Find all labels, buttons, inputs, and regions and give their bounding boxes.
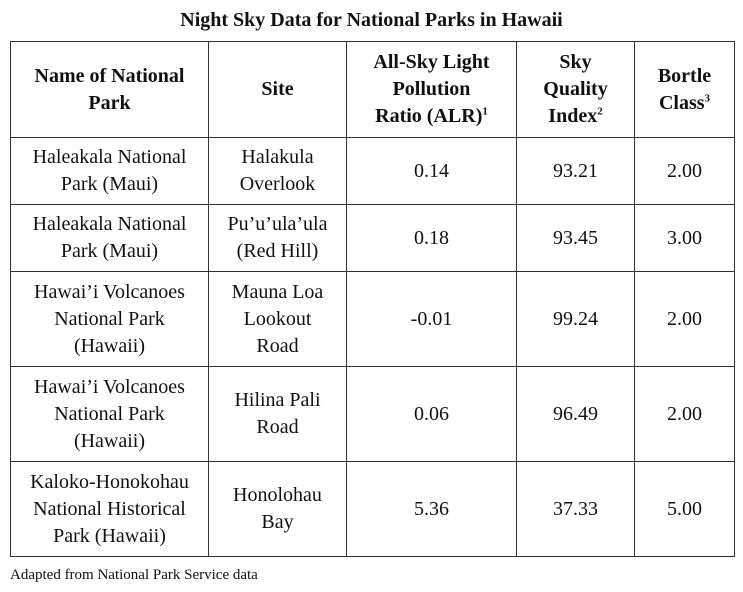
header-site: Site bbox=[208, 41, 347, 138]
site-line: Hilina Pali bbox=[234, 389, 321, 411]
park-cell: Hawai’i Volcanoes National Park (Hawaii) bbox=[10, 366, 209, 462]
night-sky-table: Name of National Park Site All-Sky Light… bbox=[10, 41, 735, 557]
alr-cell: 5.36 bbox=[346, 461, 517, 557]
footnote-marker: 3 bbox=[704, 91, 711, 104]
header-alr: All-Sky Light Pollution Ratio (ALR)1 bbox=[346, 41, 517, 138]
alr-cell: 0.06 bbox=[346, 366, 517, 462]
site-line: Road bbox=[256, 416, 299, 438]
header-bortle-line: Bortle bbox=[657, 64, 712, 87]
table-title: Night Sky Data for National Parks in Haw… bbox=[180, 9, 563, 31]
table-row: Kaloko-Honokohau National Historical Par… bbox=[10, 461, 735, 557]
alr-cell: 0.18 bbox=[346, 204, 517, 272]
park-line: Park (Maui) bbox=[60, 240, 159, 262]
table-row: Hawai’i Volcanoes National Park (Hawaii)… bbox=[10, 366, 735, 462]
header-bortle-text: Class bbox=[658, 91, 705, 114]
park-cell: Haleakala National Park (Maui) bbox=[10, 204, 209, 272]
header-bortle-line: Class3 bbox=[639, 90, 730, 117]
site-line: Road bbox=[256, 334, 299, 357]
park-cell: Haleakala National Park (Maui) bbox=[10, 137, 209, 205]
table-row: Haleakala National Park (Maui) Halakula … bbox=[10, 137, 735, 205]
sqi-cell: 37.33 bbox=[516, 461, 635, 557]
bortle-cell: 2.00 bbox=[634, 366, 735, 462]
footnote-marker: 1 bbox=[482, 105, 488, 118]
park-line: Hawai’i Volcanoes bbox=[34, 280, 185, 303]
park-line: National Historical bbox=[33, 497, 186, 520]
bortle-cell: 2.00 bbox=[634, 137, 735, 205]
site-line: Honolohau bbox=[233, 484, 322, 506]
header-sqi-text: Index bbox=[548, 105, 598, 127]
site-line: Halakula bbox=[241, 146, 314, 168]
header-sqi: Sky Quality Index2 bbox=[516, 41, 635, 138]
park-line: National Park bbox=[54, 402, 165, 425]
alr-cell: 0.14 bbox=[346, 137, 517, 205]
bortle-cell: 3.00 bbox=[634, 204, 735, 272]
header-park: Name of National Park bbox=[10, 41, 209, 138]
table-row: Hawai’i Volcanoes National Park (Hawaii)… bbox=[10, 271, 735, 367]
park-line: National Park bbox=[54, 307, 165, 330]
site-cell: Pu’u’ula’ula (Red Hill) bbox=[208, 204, 347, 272]
table-row: Haleakala National Park (Maui) Pu’u’ula’… bbox=[10, 204, 735, 272]
site-line: Lookout bbox=[243, 307, 312, 330]
header-sqi-line: Index2 bbox=[521, 103, 630, 130]
site-line: Overlook bbox=[239, 173, 316, 195]
header-park-line: Name of National bbox=[34, 64, 185, 87]
site-line: Bay bbox=[261, 511, 294, 533]
site-cell: Halakula Overlook bbox=[208, 137, 347, 205]
sqi-cell: 99.24 bbox=[516, 271, 635, 367]
header-sqi-line: Sky bbox=[559, 51, 592, 73]
park-line: (Hawaii) bbox=[73, 334, 146, 357]
header-site-line: Site bbox=[261, 78, 294, 100]
park-line: Park (Maui) bbox=[60, 173, 159, 195]
header-park-line: Park bbox=[88, 91, 131, 114]
sqi-cell: 93.45 bbox=[516, 204, 635, 272]
header-bortle: Bortle Class3 bbox=[634, 41, 735, 138]
park-line: Haleakala National bbox=[32, 213, 187, 235]
sqi-cell: 96.49 bbox=[516, 366, 635, 462]
header-alr-text: Ratio (ALR) bbox=[375, 105, 483, 127]
park-line: Haleakala National bbox=[32, 146, 187, 168]
footnote-marker: 2 bbox=[597, 105, 603, 118]
site-cell: Honolohau Bay bbox=[208, 461, 347, 557]
site-line: Pu’u’ula’ula bbox=[227, 213, 328, 235]
park-line: Hawai’i Volcanoes bbox=[34, 375, 185, 398]
bortle-cell: 2.00 bbox=[634, 271, 735, 367]
site-line: Mauna Loa bbox=[231, 280, 324, 303]
site-cell: Mauna Loa Lookout Road bbox=[208, 271, 347, 367]
header-row: Name of National Park Site All-Sky Light… bbox=[10, 41, 735, 138]
park-cell: Hawai’i Volcanoes National Park (Hawaii) bbox=[10, 271, 209, 367]
park-line: Park (Hawaii) bbox=[53, 524, 166, 547]
header-alr-line: Pollution bbox=[392, 78, 471, 100]
bortle-cell: 5.00 bbox=[634, 461, 735, 557]
park-line: Kaloko-Honokohau bbox=[30, 470, 189, 493]
header-alr-line: Ratio (ALR)1 bbox=[351, 103, 512, 130]
park-line: (Hawaii) bbox=[73, 429, 146, 452]
park-cell: Kaloko-Honokohau National Historical Par… bbox=[10, 461, 209, 557]
site-cell: Hilina Pali Road bbox=[208, 366, 347, 462]
alr-cell: -0.01 bbox=[346, 271, 517, 367]
header-sqi-line: Quality bbox=[543, 78, 608, 100]
sqi-cell: 93.21 bbox=[516, 137, 635, 205]
header-alr-line: All-Sky Light bbox=[373, 51, 490, 73]
site-line: (Red Hill) bbox=[236, 240, 319, 262]
source-note: Adapted from National Park Service data bbox=[10, 567, 258, 583]
